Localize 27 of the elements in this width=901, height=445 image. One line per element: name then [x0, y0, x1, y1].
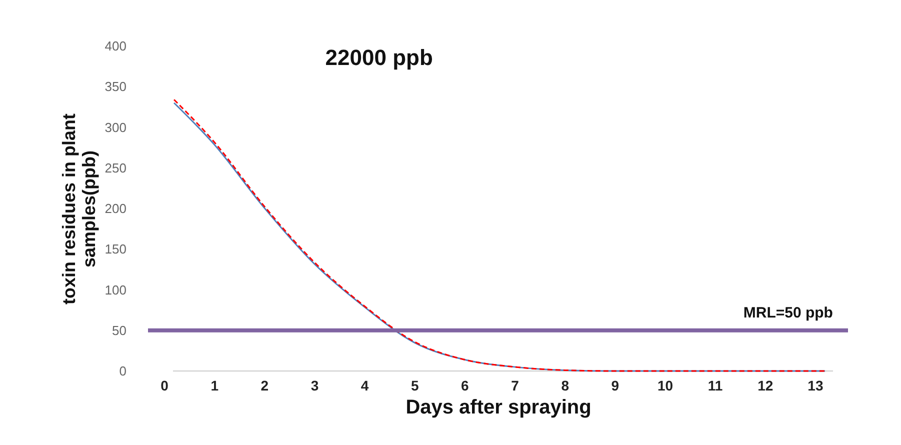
x-tick-label: 2 — [260, 378, 269, 394]
x-tick-label: 13 — [808, 378, 824, 394]
y-tick-label: 50 — [112, 322, 126, 338]
x-tick-label: 8 — [561, 378, 570, 394]
x-tick-label: 0 — [160, 378, 169, 394]
ref-line-label: MRL=50 ppb — [743, 304, 833, 322]
x-tick-label: 6 — [461, 378, 470, 394]
y-tick-label: 150 — [104, 242, 126, 257]
y-tick-label: 100 — [104, 282, 126, 298]
x-tick-label: 10 — [657, 378, 674, 394]
x-tick-label: 12 — [758, 378, 774, 394]
y-tick-label: 200 — [104, 201, 126, 216]
x-tick-label: 1 — [210, 378, 219, 394]
x-tick-label: 3 — [310, 378, 319, 394]
x-tick-label: 11 — [708, 378, 723, 394]
x-axis-title: Days after spraying — [406, 396, 592, 418]
x-tick-label: 7 — [511, 378, 520, 394]
y-tick-label: 300 — [104, 120, 126, 135]
y-tick-label: 350 — [104, 79, 126, 94]
y-tick-label: 0 — [119, 364, 126, 378]
x-tick-label: 9 — [611, 378, 620, 394]
y-tick-label: 250 — [104, 160, 126, 176]
y-tick-label: 400 — [104, 38, 126, 54]
x-tick-label: 5 — [410, 378, 419, 394]
chart-title: 22000 ppb — [325, 45, 433, 70]
y-axis-title: toxin residues in plant samples(ppb) — [58, 113, 99, 305]
x-tick-label: 4 — [360, 378, 369, 394]
